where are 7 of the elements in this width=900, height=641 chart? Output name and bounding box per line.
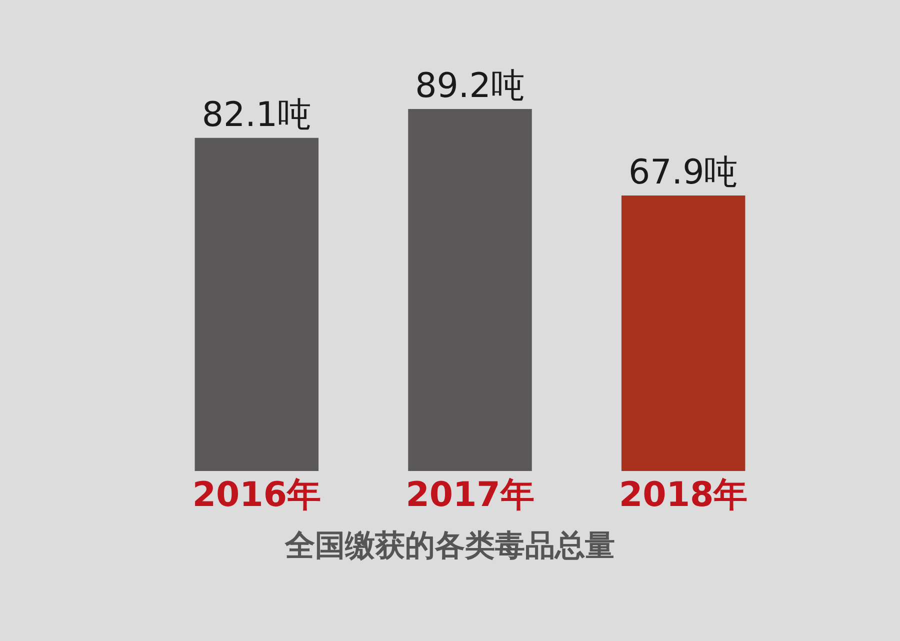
x-tick-label: 2017年 bbox=[406, 475, 534, 515]
text: 全国缴获的各类毒品总量 bbox=[284, 528, 615, 564]
x-tick-label: 2018年 bbox=[619, 475, 748, 515]
data-label: 89.2吨 bbox=[415, 66, 525, 106]
x-tick-label: 2016年 bbox=[192, 475, 321, 515]
data-label: 67.9吨 bbox=[628, 152, 738, 192]
data-label: 82.1吨 bbox=[202, 94, 312, 135]
